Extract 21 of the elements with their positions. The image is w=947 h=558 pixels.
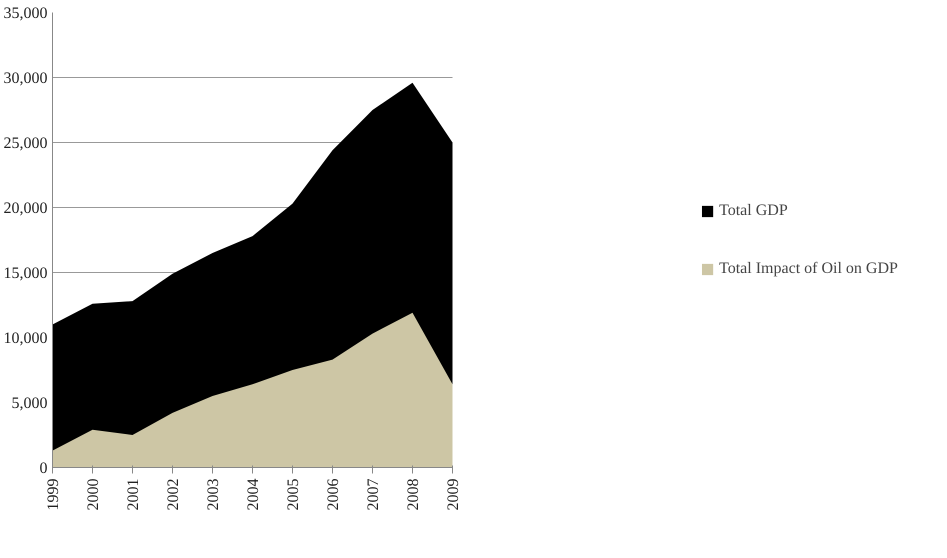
x-tick-label: 2005 <box>285 478 302 510</box>
y-tick-label: 35,000 <box>4 5 48 22</box>
x-tick-label: 2001 <box>125 478 142 510</box>
x-tick-label: 2006 <box>325 478 342 510</box>
x-tick-label: 2009 <box>445 478 462 510</box>
x-tick-label: 2003 <box>205 478 222 510</box>
x-tick-label: 2002 <box>165 478 182 510</box>
y-tick-label: 10,000 <box>4 330 48 347</box>
y-tick-label: 5,000 <box>12 395 48 412</box>
legend-label: Total GDP <box>719 202 788 220</box>
y-tick-label: 0 <box>40 460 48 477</box>
y-tick-label: 15,000 <box>4 265 48 282</box>
x-tick-label: 1999 <box>45 478 62 510</box>
x-tick-label: 2004 <box>245 478 262 510</box>
y-tick-label: 20,000 <box>4 200 48 217</box>
x-tick-label: 2008 <box>405 478 422 510</box>
x-tick-label: 2000 <box>85 478 102 510</box>
x-tick-label: 2007 <box>365 478 382 510</box>
y-tick-label: 25,000 <box>4 135 48 152</box>
y-tick-label: 30,000 <box>4 70 48 87</box>
legend-label: Total Impact of Oil on GDP <box>719 260 898 278</box>
